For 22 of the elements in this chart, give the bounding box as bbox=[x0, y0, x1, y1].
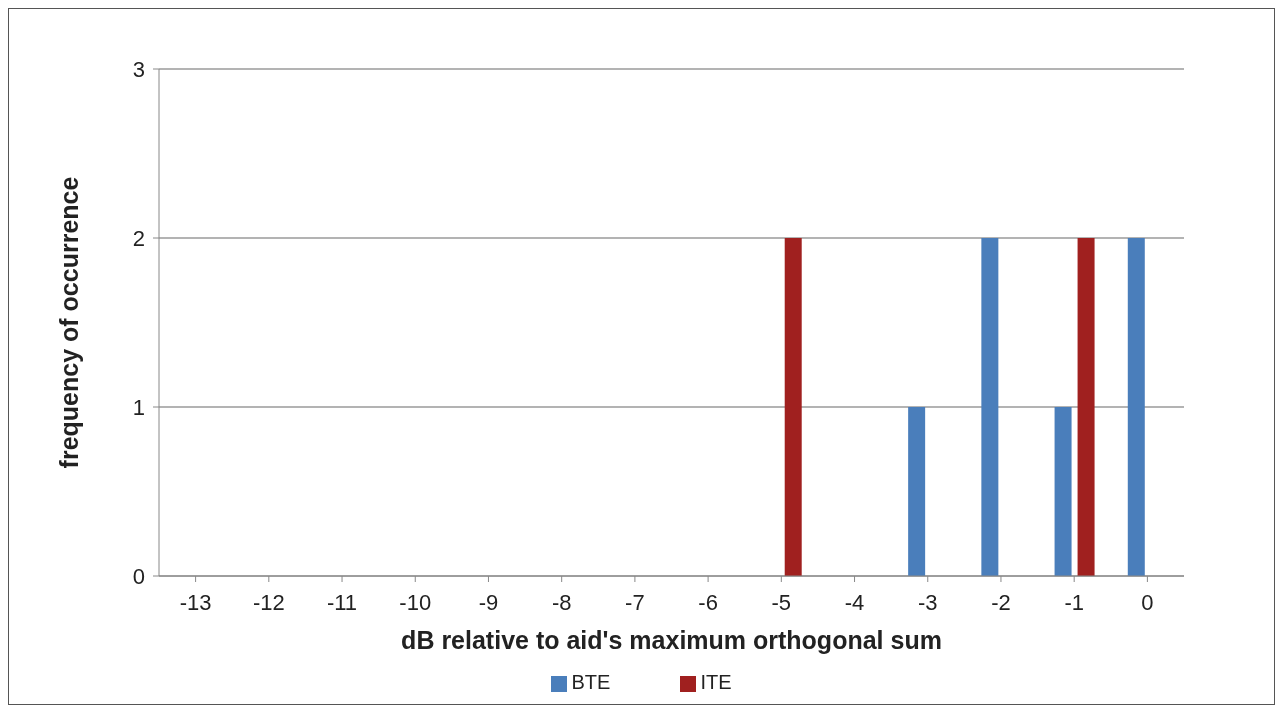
x-tick-label: -12 bbox=[252, 589, 285, 615]
x-tick-label: -9 bbox=[478, 589, 499, 615]
y-axis-title: frequency of occurrence bbox=[54, 176, 83, 469]
legend-label: BTE bbox=[571, 671, 611, 693]
y-tick-label: 2 bbox=[132, 225, 145, 251]
x-tick-label: -5 bbox=[771, 589, 792, 615]
x-tick-label: -11 bbox=[326, 589, 358, 615]
x-axis-title: dB relative to aid's maximum orthogonal sum bbox=[401, 626, 942, 654]
x-tick-label: -3 bbox=[917, 589, 938, 615]
x-tick-label: -13 bbox=[179, 589, 212, 615]
x-tick-label: -7 bbox=[625, 589, 645, 615]
x-tick-label: -8 bbox=[551, 589, 572, 615]
x-tick-label: -2 bbox=[991, 589, 1011, 615]
x-tick-label: -1 bbox=[1064, 589, 1084, 615]
y-tick-label: 1 bbox=[132, 394, 145, 420]
x-tick-label: 0 bbox=[1141, 589, 1154, 615]
x-tick-label: -10 bbox=[399, 589, 432, 615]
y-tick-label: 0 bbox=[132, 563, 145, 589]
legend-label: ITE bbox=[700, 671, 732, 693]
x-tick-label: -6 bbox=[698, 589, 718, 615]
y-tick-label: 3 bbox=[132, 56, 145, 82]
x-tick-label: -4 bbox=[844, 589, 865, 615]
